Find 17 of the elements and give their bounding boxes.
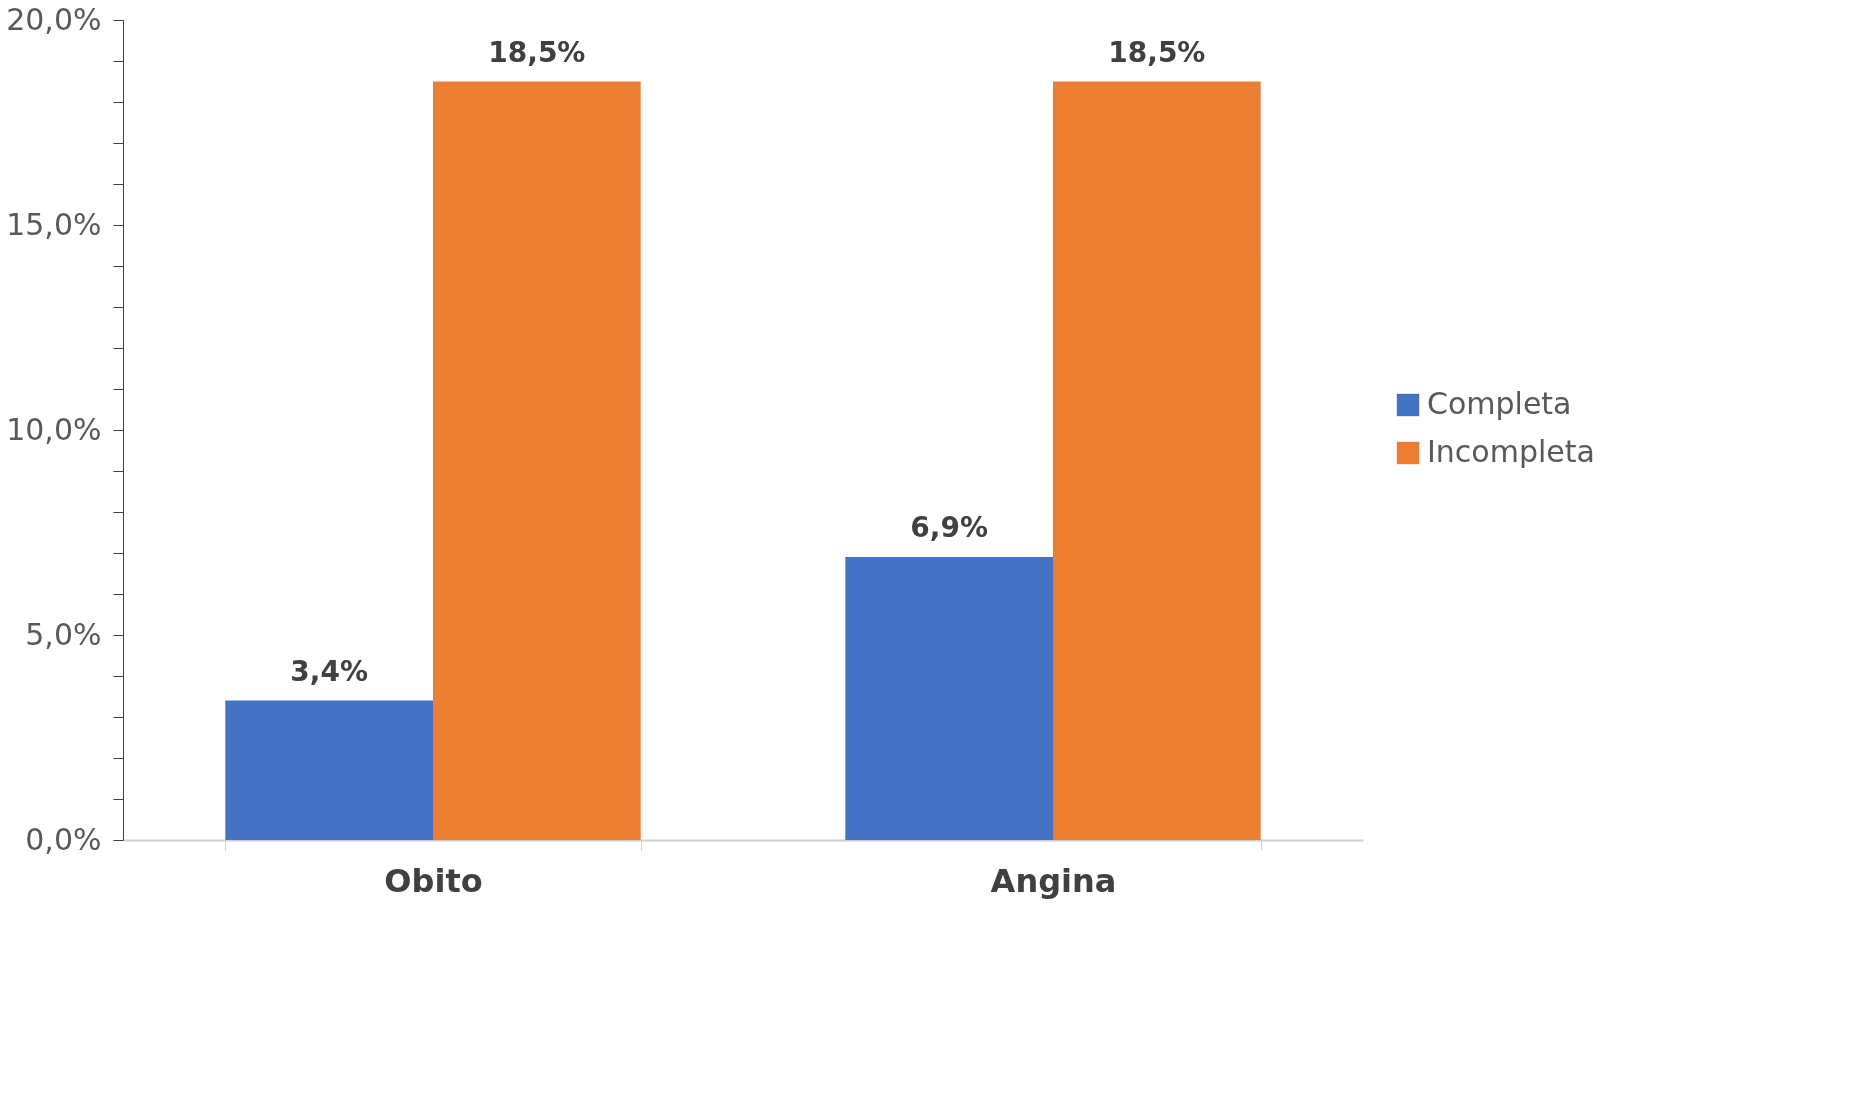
data-label: 18,5% [1108, 35, 1206, 69]
legend-label: Completa [1427, 386, 1572, 421]
data-label: 18,5% [488, 35, 586, 69]
y-tick-label: 10,0% [6, 411, 102, 447]
x-tick-label: Angina [990, 861, 1117, 900]
bar [845, 557, 1053, 840]
bar [433, 81, 641, 840]
legend-label: Incompleta [1427, 434, 1595, 469]
y-tick-label: 5,0% [25, 616, 102, 652]
bar [225, 700, 433, 840]
data-label: 6,9% [910, 511, 988, 545]
data-label: 3,4% [290, 654, 368, 688]
bar [1053, 81, 1261, 840]
y-tick-label: 20,0% [6, 1, 102, 37]
x-tick-label: Obito [384, 861, 483, 900]
y-tick-label: 15,0% [6, 206, 102, 242]
y-tick-label: 0,0% [25, 821, 102, 857]
